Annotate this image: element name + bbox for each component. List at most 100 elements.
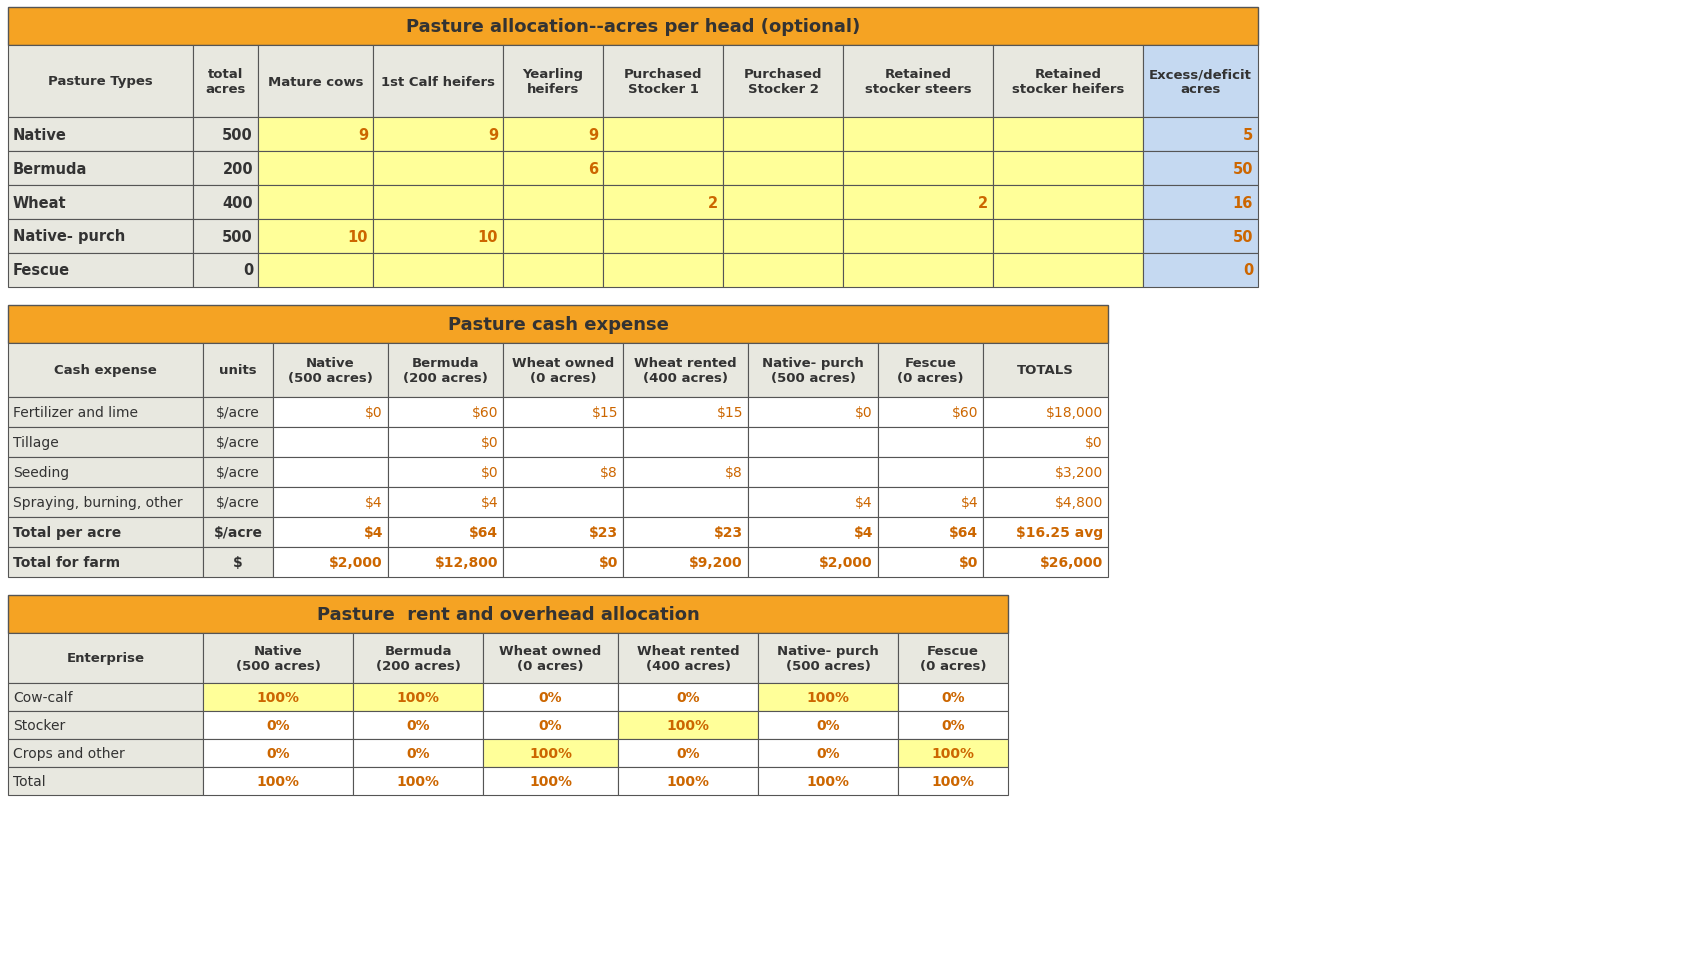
Bar [898, 634, 1009, 683]
Text: $16.25 avg: $16.25 avg [1015, 525, 1103, 540]
Bar [8, 186, 193, 220]
Bar [503, 397, 624, 427]
Text: Bermuda
(200 acres): Bermuda (200 acres) [403, 357, 488, 385]
Text: $64: $64 [949, 525, 978, 540]
Bar [373, 118, 503, 152]
Text: total
acres: total acres [205, 68, 246, 96]
Bar [503, 118, 603, 152]
Bar [624, 487, 747, 517]
Bar [619, 683, 758, 711]
Text: Fertilizer and lime: Fertilizer and lime [14, 406, 137, 420]
Text: 100%: 100% [932, 774, 975, 788]
Text: Tillage: Tillage [14, 435, 59, 450]
Text: 500: 500 [222, 230, 253, 244]
Bar [993, 220, 1142, 254]
Bar [8, 46, 193, 118]
Text: $26,000: $26,000 [1039, 555, 1103, 570]
Text: 0%: 0% [407, 718, 431, 733]
Text: Total for farm: Total for farm [14, 555, 120, 570]
Text: TOTALS: TOTALS [1017, 364, 1075, 377]
Bar [258, 152, 373, 186]
Bar [503, 547, 624, 578]
Bar [8, 739, 203, 767]
Bar [203, 683, 353, 711]
Text: $15: $15 [592, 406, 619, 420]
Bar [624, 344, 747, 397]
Bar [842, 220, 993, 254]
Bar [353, 683, 483, 711]
Text: Bermuda: Bermuda [14, 161, 88, 176]
Bar [878, 547, 983, 578]
Text: $8: $8 [725, 465, 742, 480]
Text: Bermuda
(200 acres): Bermuda (200 acres) [376, 644, 461, 672]
Text: Wheat owned
(0 acres): Wheat owned (0 acres) [500, 644, 602, 672]
Text: $4: $4 [363, 525, 383, 540]
Text: $9,200: $9,200 [690, 555, 742, 570]
Bar [603, 220, 724, 254]
Text: $4,800: $4,800 [1054, 495, 1103, 510]
Bar [993, 186, 1142, 220]
Text: $0: $0 [480, 465, 498, 480]
Bar [483, 634, 619, 683]
Bar [619, 634, 758, 683]
Bar [273, 397, 388, 427]
Bar [842, 46, 993, 118]
Text: $0: $0 [480, 435, 498, 450]
Bar [258, 118, 373, 152]
Bar [373, 186, 503, 220]
Text: $/acre: $/acre [214, 525, 263, 540]
Bar [503, 517, 624, 547]
Text: $18,000: $18,000 [1046, 406, 1103, 420]
Text: Total per acre: Total per acre [14, 525, 122, 540]
Bar [373, 254, 503, 288]
Bar [273, 487, 388, 517]
Text: 100%: 100% [666, 774, 710, 788]
Text: 0%: 0% [676, 690, 700, 704]
Bar [203, 487, 273, 517]
Bar [353, 711, 483, 739]
Text: Fescue
(0 acres): Fescue (0 acres) [897, 357, 964, 385]
Text: Enterprise: Enterprise [66, 652, 144, 665]
Text: $3,200: $3,200 [1054, 465, 1103, 480]
Text: Pasture  rent and overhead allocation: Pasture rent and overhead allocation [317, 606, 700, 623]
Bar [624, 397, 747, 427]
Bar [203, 547, 273, 578]
Bar [898, 683, 1009, 711]
Bar [503, 152, 603, 186]
Text: 0: 0 [1242, 264, 1253, 278]
Text: Stocker: Stocker [14, 718, 64, 733]
Bar [758, 634, 898, 683]
Bar [273, 457, 388, 487]
Text: $/acre: $/acre [217, 495, 259, 510]
Text: 500: 500 [222, 127, 253, 142]
Text: 0%: 0% [539, 718, 563, 733]
Text: Wheat rented
(400 acres): Wheat rented (400 acres) [637, 644, 739, 672]
Text: 100%: 100% [807, 774, 849, 788]
Bar [724, 46, 842, 118]
Text: 0%: 0% [941, 690, 964, 704]
Bar [388, 517, 503, 547]
Text: $60: $60 [471, 406, 498, 420]
Text: 100%: 100% [666, 718, 710, 733]
Text: $8: $8 [600, 465, 619, 480]
Bar [993, 46, 1142, 118]
Text: Pasture allocation--acres per head (optional): Pasture allocation--acres per head (opti… [405, 18, 859, 36]
Bar [1142, 118, 1258, 152]
Text: Wheat: Wheat [14, 196, 66, 210]
Text: 0%: 0% [539, 690, 563, 704]
Text: 9: 9 [588, 127, 598, 142]
Text: 0%: 0% [266, 746, 290, 761]
Text: $23: $23 [714, 525, 742, 540]
Bar [603, 118, 724, 152]
Bar [758, 767, 898, 796]
Bar [747, 344, 878, 397]
Bar [8, 595, 1009, 634]
Bar [603, 254, 724, 288]
Text: 9: 9 [488, 127, 498, 142]
Bar [603, 186, 724, 220]
Bar [8, 457, 203, 487]
Bar [983, 517, 1109, 547]
Text: units: units [219, 364, 258, 377]
Text: Fescue: Fescue [14, 264, 69, 278]
Bar [603, 46, 724, 118]
